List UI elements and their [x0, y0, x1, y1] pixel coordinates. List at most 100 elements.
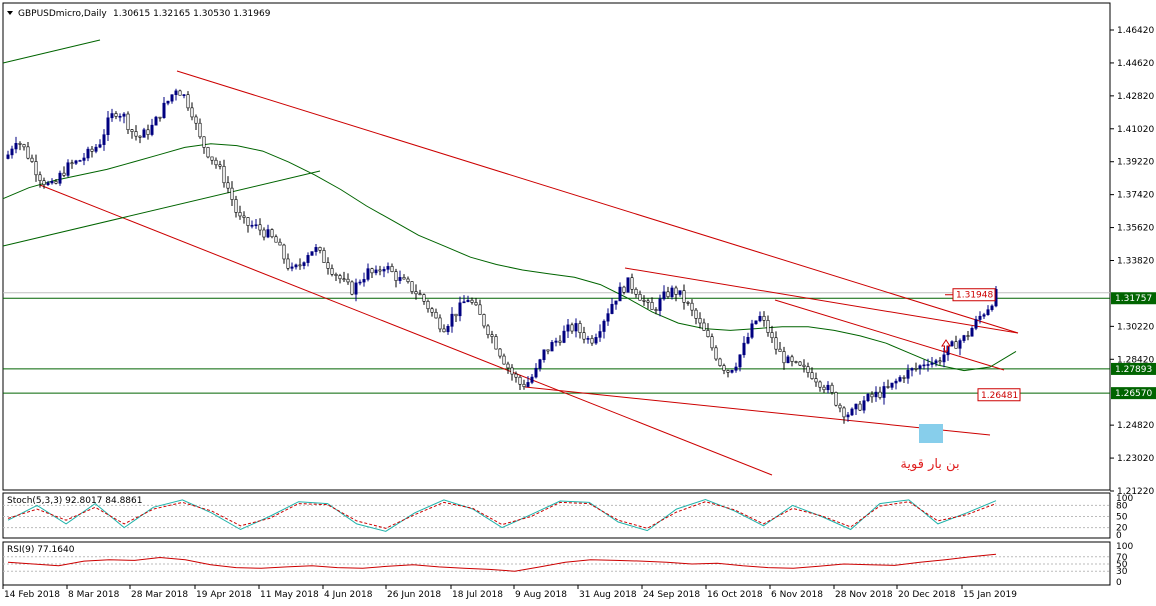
candle-body	[630, 277, 634, 290]
candle-body	[138, 135, 142, 138]
candle-body	[26, 146, 30, 159]
candle-body	[934, 360, 938, 364]
x-tick-label: 19 Apr 2018	[196, 590, 252, 600]
candle-body	[618, 286, 622, 302]
candle-body	[318, 247, 322, 251]
stoch-label: Stoch(5,3,3) 92.8017 84.8861	[7, 496, 142, 506]
candle-body	[498, 348, 502, 357]
candle-body	[566, 324, 570, 332]
candle-body	[774, 337, 778, 350]
candle-body	[778, 348, 782, 352]
y-tick-label: 1.44620	[1117, 59, 1154, 69]
candle-body	[214, 159, 218, 166]
candle-body	[238, 212, 242, 217]
x-tick-label: 31 Aug 2018	[579, 590, 637, 600]
trendline	[39, 184, 773, 476]
candle-body	[466, 299, 470, 303]
rsi-value-line	[7, 553, 997, 572]
candle-body	[398, 277, 402, 281]
candle-body	[474, 302, 478, 306]
candle-body	[638, 293, 642, 301]
rsi-axis-label: 50	[1116, 560, 1128, 570]
candle-body	[314, 247, 318, 252]
candle-body	[410, 281, 414, 292]
candle-body	[298, 264, 302, 267]
candles	[6, 88, 998, 424]
trend-channel-line	[2, 170, 321, 247]
candle-body	[14, 143, 18, 150]
candle-body	[158, 116, 162, 119]
candle-body	[634, 288, 638, 295]
y-tick-label: 1.35620	[1117, 224, 1154, 234]
candle-body	[390, 266, 394, 272]
candle-body	[186, 94, 190, 109]
candle-body	[394, 271, 398, 281]
price-tag-label: 1.27893	[1115, 365, 1152, 375]
y-tick-label: 1.37420	[1117, 191, 1154, 201]
moving-average	[2, 143, 1017, 372]
candle-body	[762, 315, 766, 321]
trendlines	[2, 39, 1019, 476]
candle-body	[362, 279, 366, 283]
candle-body	[170, 94, 174, 102]
y-tick-label: 1.46420	[1117, 26, 1154, 36]
candle-body	[450, 313, 454, 327]
x-tick-label: 28 Mar 2018	[131, 590, 188, 600]
candle-body	[654, 309, 658, 311]
candle-body	[110, 113, 114, 119]
candle-body	[894, 380, 898, 384]
candle-body	[854, 403, 858, 410]
y-tick-label: 1.30220	[1117, 322, 1154, 332]
dropdown-arrow-icon[interactable]	[7, 11, 13, 15]
candle-body	[942, 354, 946, 363]
candle-body	[290, 266, 294, 269]
candle-body	[150, 124, 154, 135]
y-tick-label: 1.41020	[1117, 125, 1154, 135]
candle-body	[918, 365, 922, 369]
candle-body	[230, 187, 234, 200]
candle-body	[986, 309, 990, 315]
candle-body	[254, 224, 258, 227]
candle-body	[510, 367, 514, 375]
candle-body	[882, 386, 886, 398]
candle-body	[542, 349, 546, 360]
candle-body	[206, 147, 210, 158]
candle-body	[366, 268, 370, 280]
candle-body	[694, 309, 698, 319]
candle-body	[682, 290, 686, 303]
candle-body	[802, 364, 806, 367]
candle-body	[382, 269, 386, 272]
candle-body	[502, 355, 506, 365]
candle-body	[878, 391, 882, 398]
candle-body	[98, 144, 102, 148]
candle-body	[710, 336, 714, 349]
candle-body	[534, 367, 538, 378]
candle-body	[558, 340, 562, 343]
candle-body	[438, 317, 442, 330]
candle-body	[494, 336, 498, 350]
candle-body	[766, 320, 770, 333]
candle-body	[562, 330, 566, 343]
candle-body	[418, 293, 422, 296]
candle-body	[666, 291, 670, 298]
candle-body	[210, 156, 214, 161]
candle-body	[814, 378, 818, 383]
stochastic-lines	[3, 498, 1110, 532]
candle-body	[458, 302, 462, 317]
stoch-pane-border	[2, 492, 1111, 539]
candle-body	[422, 294, 426, 302]
candle-body	[750, 323, 754, 338]
candle-body	[402, 277, 406, 280]
candle-body	[602, 320, 606, 332]
candle-body	[642, 299, 646, 302]
candle-body	[718, 358, 722, 366]
candle-body	[742, 342, 746, 356]
candle-body	[282, 244, 286, 260]
candle-body	[818, 381, 822, 388]
candle-body	[194, 116, 198, 124]
price-tag-label: 1.26481	[981, 391, 1018, 401]
x-tick-label: 20 Dec 2018	[898, 590, 956, 600]
pin-bar-highlight	[919, 424, 943, 443]
candle-body	[246, 217, 250, 226]
